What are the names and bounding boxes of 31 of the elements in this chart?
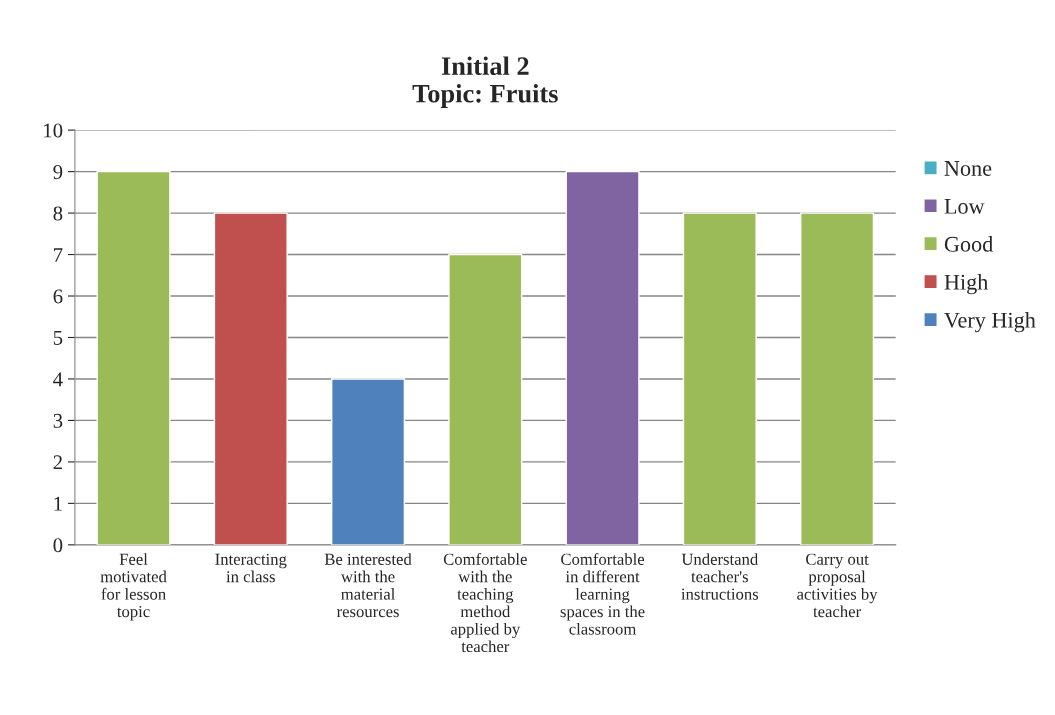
y-tick-label: 4	[53, 372, 63, 387]
bar	[682, 212, 757, 545]
x-tick-label: Feel motivated for lesson topic	[100, 553, 167, 621]
y-tick-label: 7	[54, 248, 63, 262]
bar	[448, 253, 523, 545]
y-tick-label: 1	[54, 496, 62, 511]
legend-label: Very High	[944, 312, 1036, 333]
bar	[565, 170, 640, 545]
y-tick-label: 5	[53, 331, 63, 345]
legend-label: None	[944, 161, 992, 176]
bar	[213, 212, 288, 545]
bar	[331, 378, 406, 545]
y-tick-label: 9	[53, 165, 63, 180]
legend-label: High	[944, 274, 989, 295]
x-tick-label: Interacting in class	[215, 553, 287, 583]
bar	[800, 212, 875, 545]
x-tick-label: Carry out proposal activities by teacher	[797, 553, 878, 618]
x-tick-label: Comfortable in different learning spaces in the classroom	[560, 552, 645, 635]
y-tick-label: 3	[53, 413, 63, 428]
y-tick-label: 10	[44, 123, 63, 138]
legend-label: Low	[944, 199, 985, 214]
legend-label: Good	[944, 236, 994, 252]
x-tick-label: Comfortable with the teaching method applied by teacher	[443, 552, 527, 653]
chart-title: Initial 2 Topic: Fruits	[412, 56, 558, 108]
bar	[96, 170, 171, 545]
y-tick-label: 2	[53, 455, 62, 470]
y-tick-label: 0	[53, 538, 63, 553]
x-tick-label: Understand teacher's instructions	[681, 553, 759, 600]
y-tick-label: 8	[53, 206, 63, 221]
x-tick-label: Be interested with the material resources	[324, 553, 412, 618]
y-tick-label: 6	[53, 289, 63, 304]
